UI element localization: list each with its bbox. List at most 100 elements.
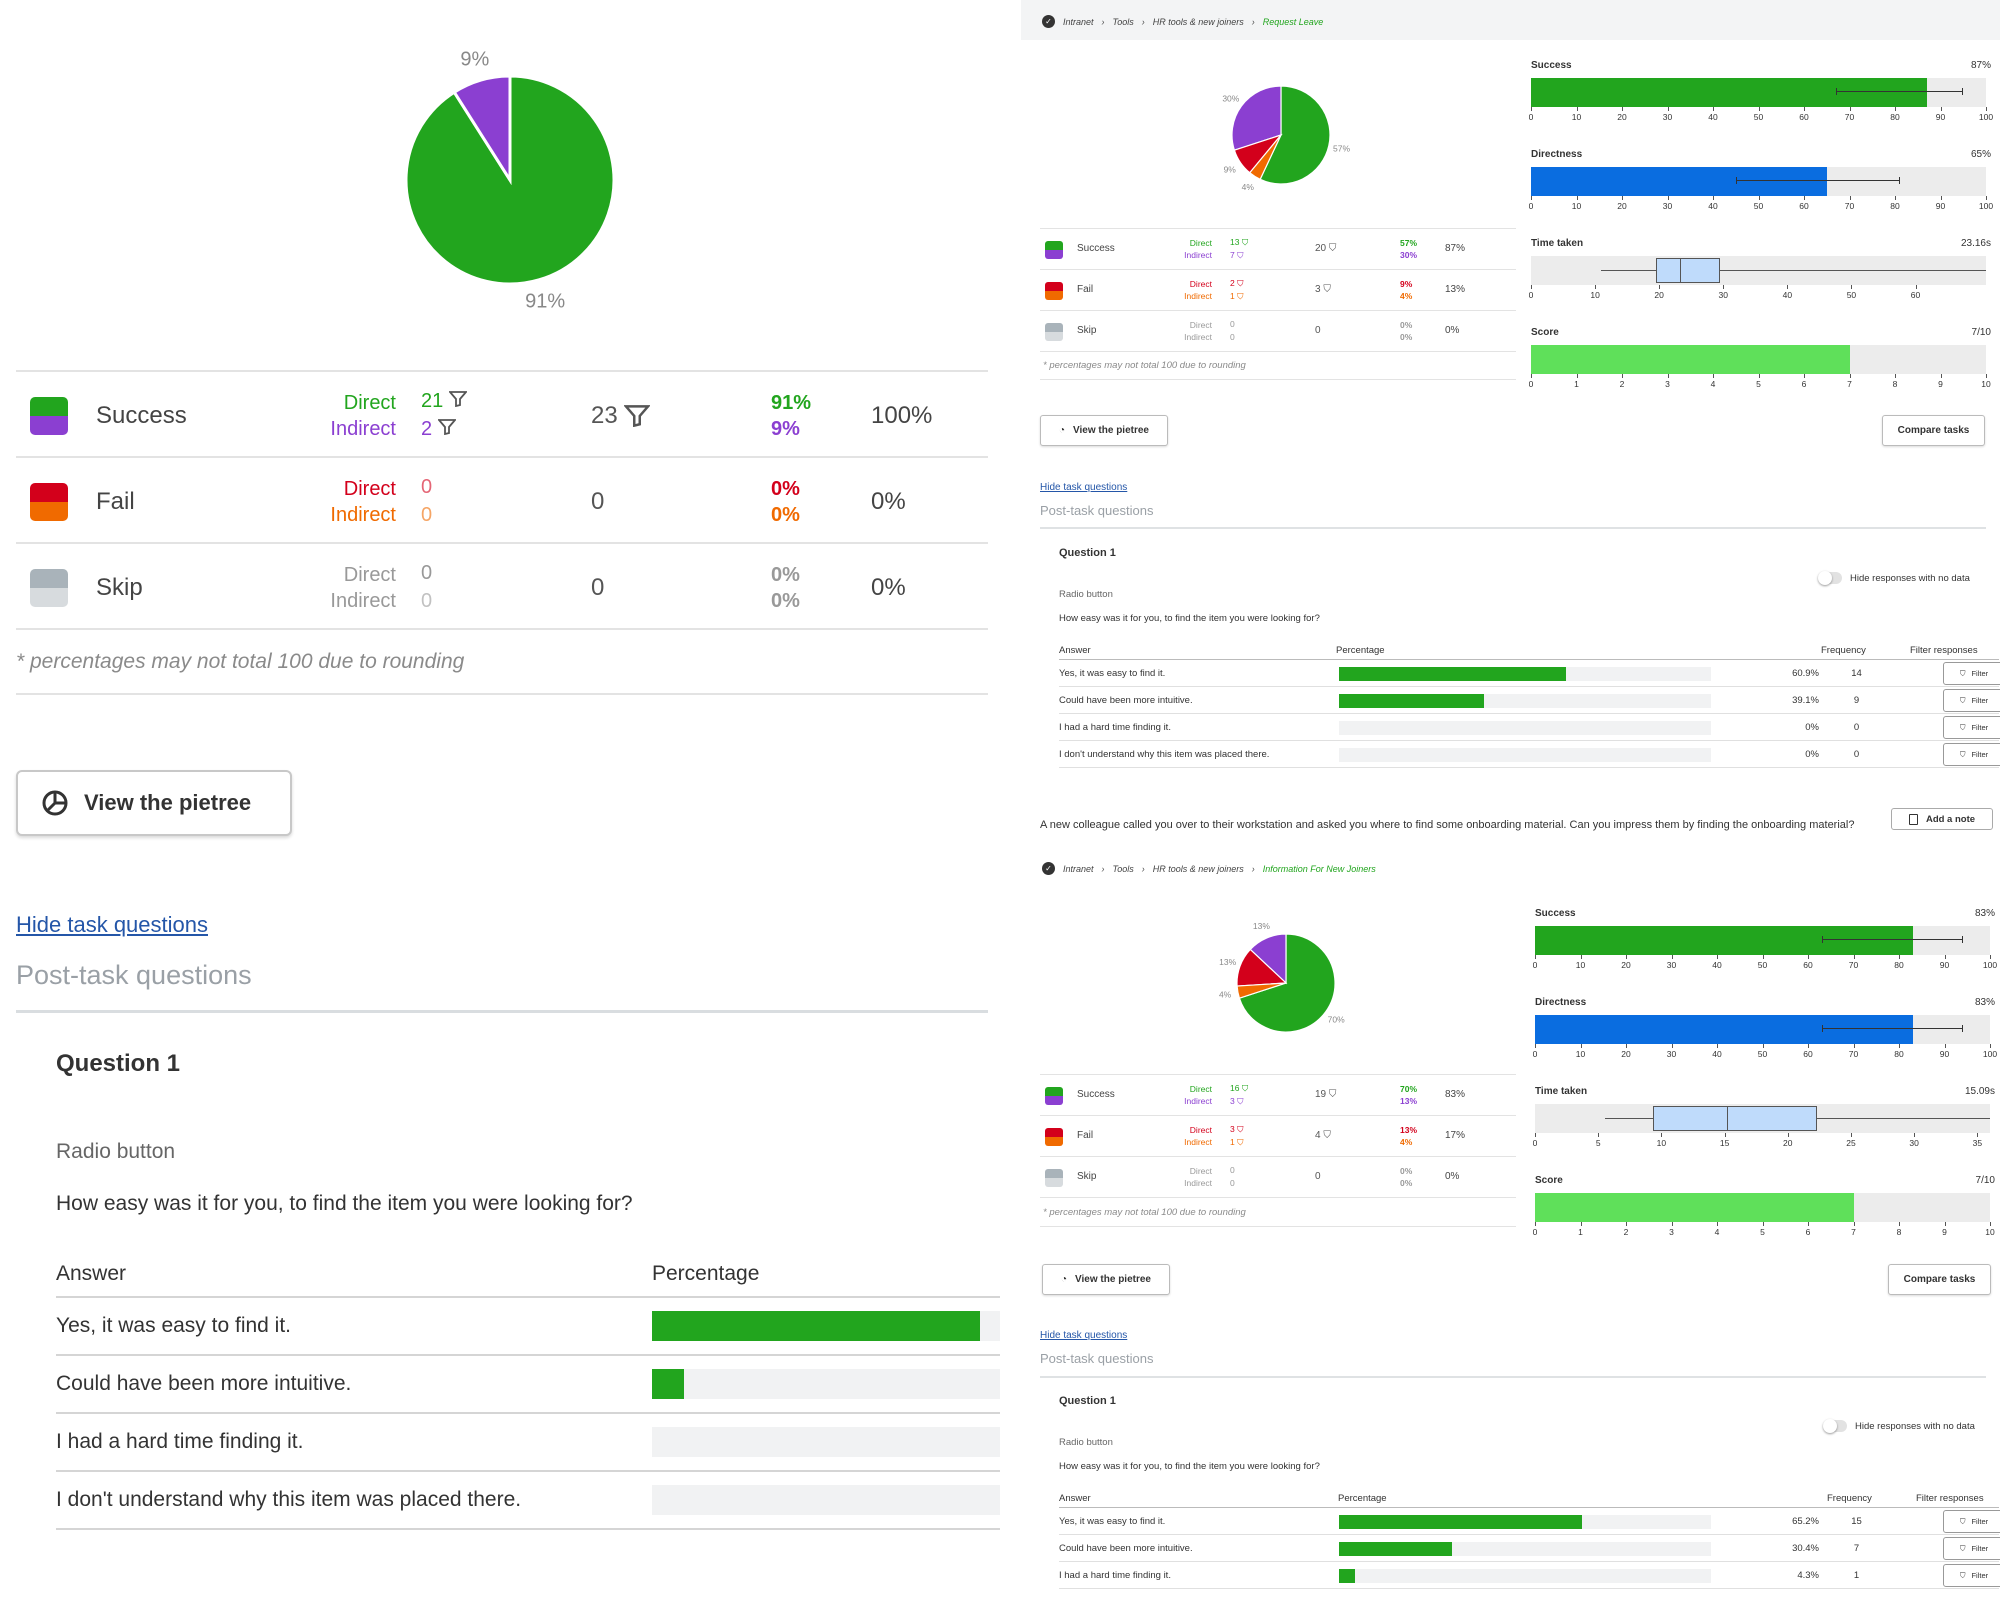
breadcrumb-item: HR tools & new joiners [1152, 863, 1244, 874]
axis-tick-label: 30 [1662, 201, 1673, 211]
axis-tick [1580, 955, 1582, 959]
outcome-row-skip: Skip Direct Indirect 0 0 0 0% 0% 0% [1040, 311, 1516, 352]
filter-icon[interactable] [447, 391, 468, 408]
pie-slice[interactable] [1236, 982, 1287, 999]
compare-tasks-button[interactable]: Compare tasks [1882, 415, 1985, 446]
axis-tick-label: 50 [1753, 112, 1764, 122]
filter-icon[interactable]: ⛉ [1328, 243, 1337, 254]
hide-no-data-toggle[interactable]: Hide responses with no data [1818, 571, 1970, 585]
answer-pct: 60.9% [1792, 668, 1819, 679]
answer-pct: 39.1% [1792, 695, 1819, 706]
filter-icon[interactable]: ⛉ [1237, 250, 1244, 260]
axis-tick-label: 0 [1528, 379, 1534, 389]
axis-tick-label: 30 [1666, 1049, 1677, 1059]
success-bar [1531, 78, 1986, 107]
filter-icon[interactable]: ⛉ [1323, 1130, 1331, 1141]
outcome-pie-chart: 91% 9% [404, 49, 616, 313]
direct-label: Direct [1189, 1084, 1212, 1094]
axis-tick [1713, 374, 1714, 378]
axis-tick [1667, 374, 1669, 378]
filter-icon[interactable] [436, 419, 457, 436]
toggle-switch[interactable] [1818, 571, 1842, 585]
filter-icon[interactable]: ⛉ [1237, 278, 1244, 288]
pie-slice[interactable] [1248, 134, 1282, 181]
direct-count: 3 ⛉ [1230, 1124, 1244, 1134]
answer-pct-bar [652, 1485, 1000, 1515]
indirect-label: Indirect [1184, 1137, 1212, 1147]
filter-button[interactable]: ⛉ Filter [1943, 1564, 2000, 1587]
axis-tick-label: 70 [1848, 960, 1859, 970]
indirect-pct: 0% [1400, 1178, 1413, 1188]
filter-icon[interactable]: ⛉ [1237, 291, 1244, 301]
filter-button[interactable]: ⛉ Filter [1943, 716, 2000, 739]
axis-tick-label: 20 [1621, 960, 1631, 970]
percentage-header: Percentage [1336, 645, 1385, 656]
chevron-right-icon: › [1251, 16, 1255, 27]
filter-icon[interactable]: ⛉ [1241, 1083, 1249, 1093]
metric-label: Score [1531, 327, 1559, 338]
filter-button[interactable]: ⛉ Filter [1943, 662, 2000, 685]
hide-task-questions-link[interactable]: Hide task questions [1040, 1330, 1128, 1341]
filter-icon[interactable]: ⛉ [1237, 1137, 1244, 1147]
view-pietree-button[interactable]: ◔ View the pietree [1042, 1264, 1170, 1295]
answer-row: I had a hard time finding it. [56, 1414, 1000, 1472]
success-swatch [30, 397, 68, 435]
direct-pct: 13% [1400, 1125, 1418, 1135]
answer-pct-fill [1339, 667, 1566, 681]
filter-icon[interactable]: ⛉ [1237, 1096, 1244, 1106]
axis-tick [1944, 955, 1946, 959]
axis-tick-label: 60 [1799, 112, 1809, 122]
question-type: Radio button [1059, 1437, 1113, 1448]
breadcrumb-item: Tools [1112, 16, 1134, 27]
indirect-count: 2 [421, 418, 457, 441]
axis-tick-label: 20 [1654, 290, 1664, 300]
axis-tick-label: 3 [1669, 1227, 1674, 1237]
axis-tick-label: 10 [1571, 112, 1582, 122]
filter-icon[interactable]: ⛉ [1323, 284, 1331, 295]
filter-icon[interactable]: ⛉ [1241, 237, 1249, 247]
success-axis: 0 10 20 30 40 50 60 70 80 90 100 [1533, 955, 1997, 973]
filter-icon[interactable]: ⛉ [1237, 1124, 1244, 1134]
pie-slice[interactable] [1238, 933, 1336, 1033]
total-count: 20 ⛉ [1315, 243, 1337, 254]
view-pietree-button[interactable]: View the pietree [16, 770, 292, 836]
success-bar [1535, 926, 1990, 955]
filter-icon[interactable] [623, 405, 652, 428]
frequency-header: Frequency [1821, 645, 1866, 656]
question-title: Question 1 [1059, 547, 1116, 559]
filter-icon[interactable]: ⛉ [1328, 1089, 1337, 1100]
filter-button[interactable]: ⛉ Filter [1943, 689, 2000, 712]
outcome-label: Success [1077, 243, 1115, 254]
hide-task-questions-link[interactable]: Hide task questions [1040, 482, 1128, 493]
filter-button[interactable]: ⛉ Filter [1943, 1537, 2000, 1560]
axis-tick [1895, 374, 1896, 378]
indirect-count: 3 ⛉ [1230, 1096, 1244, 1106]
outcome-row-success: Success Direct Indirect 16 ⛉ 3 ⛉ 19 ⛉ 70… [1040, 1075, 1516, 1116]
direct-count: 21 [421, 390, 468, 413]
axis-tick [1899, 955, 1900, 959]
filter-button[interactable]: ⛉ Filter [1943, 1510, 2000, 1533]
boxplot-box [1655, 258, 1721, 283]
answer-pct-bar [652, 1369, 1000, 1399]
breadcrumb-destination: Request Leave [1262, 16, 1324, 27]
axis-tick [1944, 1044, 1946, 1048]
pie-slice[interactable] [1259, 85, 1331, 185]
compare-tasks-button[interactable]: Compare tasks [1888, 1264, 1991, 1295]
divider [1040, 527, 1986, 529]
hide-task-questions-link[interactable]: Hide task questions [16, 912, 208, 937]
directness-metric: Directness 83% 0 10 20 30 40 50 60 70 80 90 100 [1533, 997, 1997, 1077]
axis-tick [1986, 374, 1987, 378]
view-pietree-button[interactable]: ◔ View the pietree [1040, 415, 1168, 446]
toggle-switch[interactable] [1823, 1419, 1847, 1433]
pie-slice[interactable] [1231, 85, 1282, 151]
answer-pct-fill [1339, 694, 1485, 708]
hide-no-data-toggle[interactable]: Hide responses with no data [1823, 1419, 1975, 1433]
metric-value: 65% [1970, 149, 1991, 160]
percentage-header: Percentage [652, 1262, 760, 1285]
score-metric: Score 7/10 0 1 2 3 4 5 6 7 8 9 10 [1528, 327, 1991, 407]
filter-icon: ⛉ [1959, 1570, 1966, 1580]
success-swatch [1045, 241, 1063, 259]
pie-slice[interactable] [452, 74, 512, 186]
add-note-button[interactable]: Add a note [1891, 808, 1993, 830]
filter-button[interactable]: ⛉ Filter [1943, 743, 2000, 766]
